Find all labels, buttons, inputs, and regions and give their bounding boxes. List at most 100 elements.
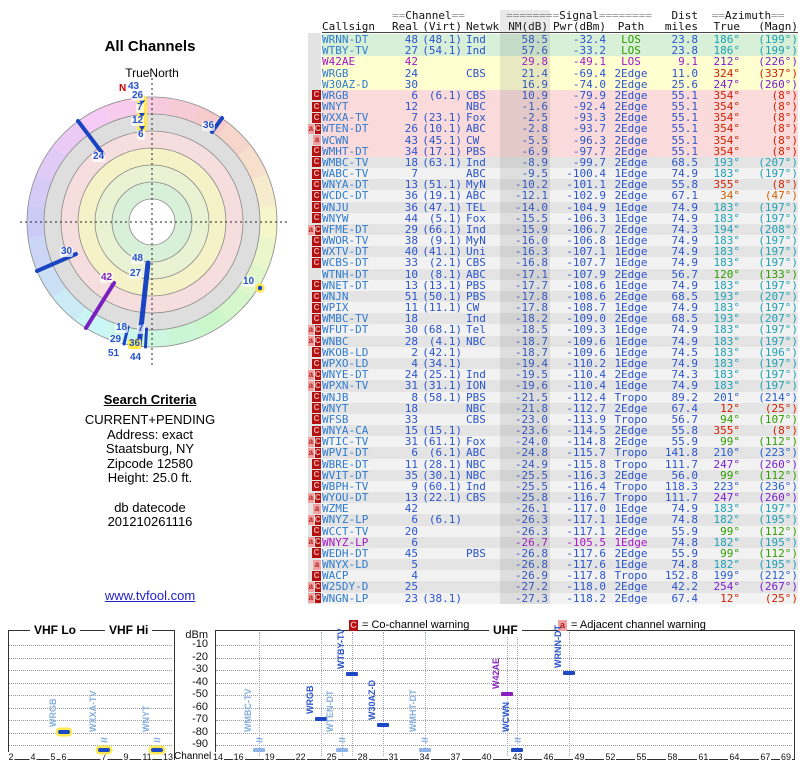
warning-marker-cell [308, 269, 321, 280]
cell: 223° [713, 479, 741, 493]
cell: 31 [404, 379, 418, 393]
cell: (199°) [758, 33, 798, 46]
bar-label: WXXA-TV [87, 690, 98, 733]
cell [462, 503, 502, 514]
bar-stem [383, 632, 385, 756]
cell: 182° [713, 558, 741, 572]
cell: 29.8 [521, 55, 549, 69]
tvfool-link[interactable]: www.tvfool.com [104, 588, 196, 603]
cell: -19.4 [514, 356, 548, 370]
cell: Ind [466, 44, 486, 58]
cell: 56.7 [671, 412, 699, 426]
cell: 183° [713, 334, 741, 348]
radar-channel-label: 12 [131, 115, 145, 126]
cell: -26.3 [514, 513, 548, 527]
cell: ABC [466, 446, 486, 460]
cell: (68.1) [422, 323, 462, 337]
cell: (260°) [758, 491, 798, 505]
table-row: WNYZ-LP 6 (6.1) -26.3 -117.1 1Edge 74.8 182° (19… [322, 513, 798, 527]
cell [462, 526, 502, 537]
cell: WCBS-DT [322, 256, 369, 270]
cell: WPXO-LD [322, 356, 369, 370]
cell: (5.1) [428, 211, 462, 225]
cell: 183° [713, 323, 741, 337]
cell: -5.5 [521, 133, 549, 147]
column-header: (Magn) [758, 20, 798, 33]
table-row: WMHT-DT 34 (17.1) PBS -6.9 -97.7 2Edge 55.1 354°… [322, 146, 798, 157]
dbm-gridline [216, 682, 792, 684]
co-channel-warning-icon: C [312, 570, 321, 581]
cell: -17.7 [514, 278, 548, 292]
warning-marker-cell: C [308, 347, 321, 358]
adjacent-warning-icon: a [313, 503, 321, 514]
cell: 183° [713, 245, 741, 259]
cell: WACP [322, 569, 349, 583]
cell: ABC [466, 267, 486, 281]
channel-tick: 40 [480, 752, 493, 762]
warning-marker-cell: C [308, 481, 321, 492]
radar-channel-label: 51 [107, 348, 121, 359]
cell: 7 [411, 167, 418, 181]
cell: 74.9 [671, 234, 699, 248]
warning-marker-cell: C [308, 190, 321, 201]
table-row: WCCT-TV 20 -26.3 -117.1 2Edge 55.9 99° (112°) [322, 525, 798, 537]
cell: (9.1) [428, 234, 462, 248]
cell: 31 [404, 435, 418, 449]
cell: 67.4 [671, 401, 699, 415]
cell: -117.1 [566, 513, 606, 527]
bar-label: WCWN [500, 702, 511, 732]
cell: 56.7 [671, 267, 699, 281]
cell: 26 [404, 122, 418, 136]
cell: 355° [713, 178, 741, 192]
cell: Tropo [614, 390, 648, 404]
co-channel-warning-icon: C [312, 425, 321, 436]
channel-tick: 22 [294, 752, 307, 762]
cell [462, 347, 502, 358]
co-channel-warning-icon: C [312, 157, 321, 168]
cell: WNJN [322, 289, 349, 303]
adjacent-warning-icon: a [308, 123, 314, 134]
cell: ABC [466, 167, 486, 181]
cell: (197°) [758, 256, 798, 270]
cell: WNYZ-LP [322, 513, 369, 527]
cluster-marker-icon [139, 126, 145, 131]
cell: (197°) [758, 334, 798, 348]
cell: 1Edge [614, 535, 648, 549]
signal-spoke [76, 119, 105, 156]
adjacent-warning-icon: a [313, 135, 321, 146]
warning-marker-cell: C [308, 246, 321, 257]
cell: -118.2 [566, 591, 606, 605]
channel-tick: 2 [7, 752, 15, 762]
warning-marker-cell: C [308, 112, 321, 123]
dbm-gridline [9, 732, 172, 734]
warning-marker-cell: C [308, 392, 321, 403]
adjacent-warning-icon: a [308, 537, 314, 548]
cell: 55.1 [671, 133, 699, 147]
column-header: Real [392, 20, 419, 33]
cell: (6.1) [428, 446, 462, 460]
cell: PBS [466, 390, 486, 404]
cell: (6.1) [428, 88, 462, 102]
cell: 183° [713, 167, 741, 181]
signal-spoke [84, 281, 116, 330]
cell: Tropo [614, 412, 648, 426]
cell: 55.1 [671, 88, 699, 102]
cell: 23 [404, 591, 418, 605]
cell: WRGB [322, 88, 349, 102]
cell: (4.1) [428, 334, 462, 348]
cell: (30.1) [422, 468, 462, 482]
warning-marker-cell [308, 56, 321, 67]
cell: (25.1) [422, 368, 462, 382]
cell: -105.5 [566, 535, 606, 549]
cell: 194° [713, 222, 741, 236]
cell: 55.1 [671, 122, 699, 136]
table-row: WNJU 36 (47.1) TEL -14.0 -104.9 1Edge 74.9 183° (… [322, 201, 798, 213]
co-channel-warning-icon: C [312, 112, 321, 123]
table-row: WNYZ-LP 6 -26.7 -105.5 1Edge 74.8 182° (195°) [322, 537, 798, 548]
co-channel-warning-icon: C [312, 347, 321, 358]
dbm-tick-label: -40 [192, 675, 208, 688]
warning-marker-cell: C [308, 313, 321, 324]
cell: -109.3 [566, 323, 606, 337]
warning-marker-cell: C [308, 470, 321, 481]
